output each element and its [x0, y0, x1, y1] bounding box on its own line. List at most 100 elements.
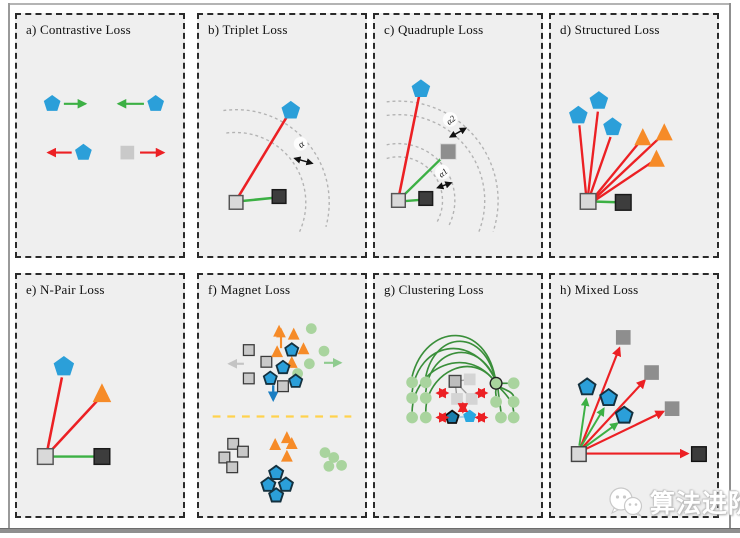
gray-square-icon: [644, 365, 659, 380]
arc-icon: [424, 340, 497, 383]
pentagon-icon: [579, 378, 596, 394]
cluster-arcs: [411, 334, 515, 412]
panel-f-art: [212, 323, 352, 516]
triangle-icon: [648, 149, 665, 167]
negative-line-icon: [235, 112, 290, 202]
watermark-text: 算法进阶: [650, 489, 740, 518]
margin-arc-icon: [386, 113, 486, 233]
positive-square-icon: [271, 188, 287, 205]
gray-square-icon: [226, 461, 239, 474]
gray-square-icon: [227, 437, 240, 450]
alpha-label: α: [296, 138, 308, 150]
margin-arc-icon: [226, 131, 307, 232]
negative-line-icon: [588, 136, 612, 196]
gray-square-icon: [448, 374, 462, 388]
cluster-members: [406, 376, 520, 424]
wechat-logo-icon: [609, 487, 643, 517]
watermark: 算法进阶: [608, 484, 740, 520]
triangle-icon: [92, 383, 112, 403]
figure-frame-left: [8, 3, 10, 528]
separated-clusters: [218, 431, 347, 501]
pentagon-icon: [603, 117, 622, 136]
panel-g-art: [406, 334, 520, 516]
green-circle-icon: [303, 358, 315, 370]
pentagon-icon: [53, 355, 75, 376]
gray-square-icon: [276, 380, 289, 393]
negative-line-icon: [578, 125, 588, 196]
gray-square-icon: [463, 373, 476, 386]
pentagon-subcluster: [446, 410, 477, 423]
gray-square-icon: [242, 372, 255, 385]
pentagon-icon: [75, 143, 92, 160]
panel-c-art: α1 α2: [386, 79, 499, 233]
cluster-center-icon: [489, 376, 503, 390]
anchor-square-icon: [228, 194, 244, 210]
arc-icon: [411, 334, 497, 384]
panel-d-art: [569, 91, 673, 211]
pentagon-icon: [147, 94, 165, 111]
panel-g-title: g) Clustering Loss: [384, 282, 484, 297]
label-chip: [435, 164, 450, 180]
green-circle-icon: [419, 411, 432, 424]
positive-square-icon: [614, 193, 632, 211]
green-circle-icon: [318, 345, 330, 357]
panel-structured-loss: d) Structured Loss: [549, 13, 719, 258]
triangle-icon: [280, 449, 293, 462]
green-circle-icon: [336, 459, 347, 471]
attract-arrow-icon: [580, 422, 619, 451]
pentagon-icon: [281, 100, 301, 119]
triangle-icon: [273, 324, 285, 337]
margin2-arrow-icon: [448, 127, 468, 138]
pentagon-icon: [269, 466, 283, 479]
negative-line-icon: [593, 142, 640, 199]
arc-icon: [424, 365, 497, 412]
repel-pair: [46, 143, 166, 160]
panel-d-title: d) Structured Loss: [560, 22, 660, 37]
green-circle-icon: [419, 376, 432, 389]
gray-square-icon: [260, 355, 273, 368]
green-circle-icon: [323, 460, 335, 472]
negative-line-icon: [46, 377, 64, 451]
pentagon-icon: [446, 411, 459, 423]
green-circle-icon: [406, 392, 418, 404]
panel-clustering-loss: g) Clustering Loss: [373, 273, 543, 518]
panel-quadruple-loss: c) Quadruple Loss α1 α2: [373, 13, 543, 258]
pentagon-icon: [264, 372, 277, 384]
panel-f-title: f) Magnet Loss: [208, 282, 291, 297]
semi-positive-square-icon: [439, 143, 457, 160]
gray-square-icon: [242, 344, 255, 357]
gray-square-icon: [218, 451, 231, 464]
anchor-square-icon: [579, 192, 597, 210]
green-circle-icon: [495, 411, 507, 424]
repel-arrows: [435, 387, 489, 423]
triangle-icon: [297, 342, 310, 355]
positive-line-icon: [237, 196, 278, 203]
triangle-icon: [655, 123, 673, 141]
repel-arrow-icon: [580, 378, 647, 450]
arc-icon: [499, 386, 515, 397]
mixed-cluster: [227, 323, 343, 403]
gray-square-icon: [451, 393, 463, 405]
green-circle-icon: [406, 376, 418, 389]
panel-a-title: a) Contrastive Loss: [26, 22, 131, 37]
green-circle-icon: [305, 323, 317, 334]
panel-c-title: c) Quadruple Loss: [384, 22, 484, 37]
panel-e-title: e) N-Pair Loss: [26, 282, 105, 297]
green-circle-icon: [319, 447, 331, 458]
panel-b-art: α: [223, 100, 330, 232]
margin1-arrow-icon: [436, 181, 453, 190]
panel-e-art: [36, 355, 112, 466]
pentagon-icon: [285, 343, 298, 355]
green-circle-icon: [507, 377, 520, 390]
anchor-square-icon: [36, 447, 54, 466]
green-circle-icon: [328, 452, 340, 463]
anchor-square-icon: [570, 446, 587, 463]
pentagon-icon: [43, 94, 61, 111]
positive-line-icon: [399, 152, 448, 200]
panel-b-title: b) Triplet Loss: [208, 22, 288, 37]
negative-line-icon: [586, 111, 600, 195]
panel-h-art: [570, 330, 707, 463]
positive-square-icon: [418, 190, 434, 207]
positive-square-icon: [93, 447, 111, 466]
